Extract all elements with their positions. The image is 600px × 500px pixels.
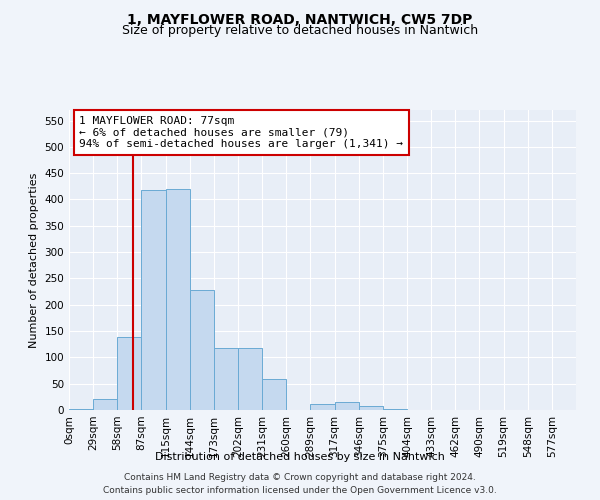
Bar xyxy=(142,190,166,410)
Bar xyxy=(310,404,335,410)
Bar xyxy=(190,290,214,410)
Bar xyxy=(383,409,407,410)
Text: Contains HM Land Registry data © Crown copyright and database right 2024.
Contai: Contains HM Land Registry data © Crown c… xyxy=(103,474,497,495)
Text: Size of property relative to detached houses in Nantwich: Size of property relative to detached ho… xyxy=(122,24,478,37)
Bar xyxy=(335,402,359,410)
Text: 1 MAYFLOWER ROAD: 77sqm
← 6% of detached houses are smaller (79)
94% of semi-det: 1 MAYFLOWER ROAD: 77sqm ← 6% of detached… xyxy=(79,116,403,149)
Bar xyxy=(93,400,117,410)
Bar xyxy=(69,409,93,410)
Bar xyxy=(117,338,142,410)
Bar xyxy=(238,348,262,410)
Bar xyxy=(359,406,383,410)
Bar xyxy=(262,380,286,410)
Bar xyxy=(166,189,190,410)
Y-axis label: Number of detached properties: Number of detached properties xyxy=(29,172,39,348)
Bar xyxy=(214,348,238,410)
Text: Distribution of detached houses by size in Nantwich: Distribution of detached houses by size … xyxy=(155,452,445,462)
Text: 1, MAYFLOWER ROAD, NANTWICH, CW5 7DP: 1, MAYFLOWER ROAD, NANTWICH, CW5 7DP xyxy=(127,12,473,26)
